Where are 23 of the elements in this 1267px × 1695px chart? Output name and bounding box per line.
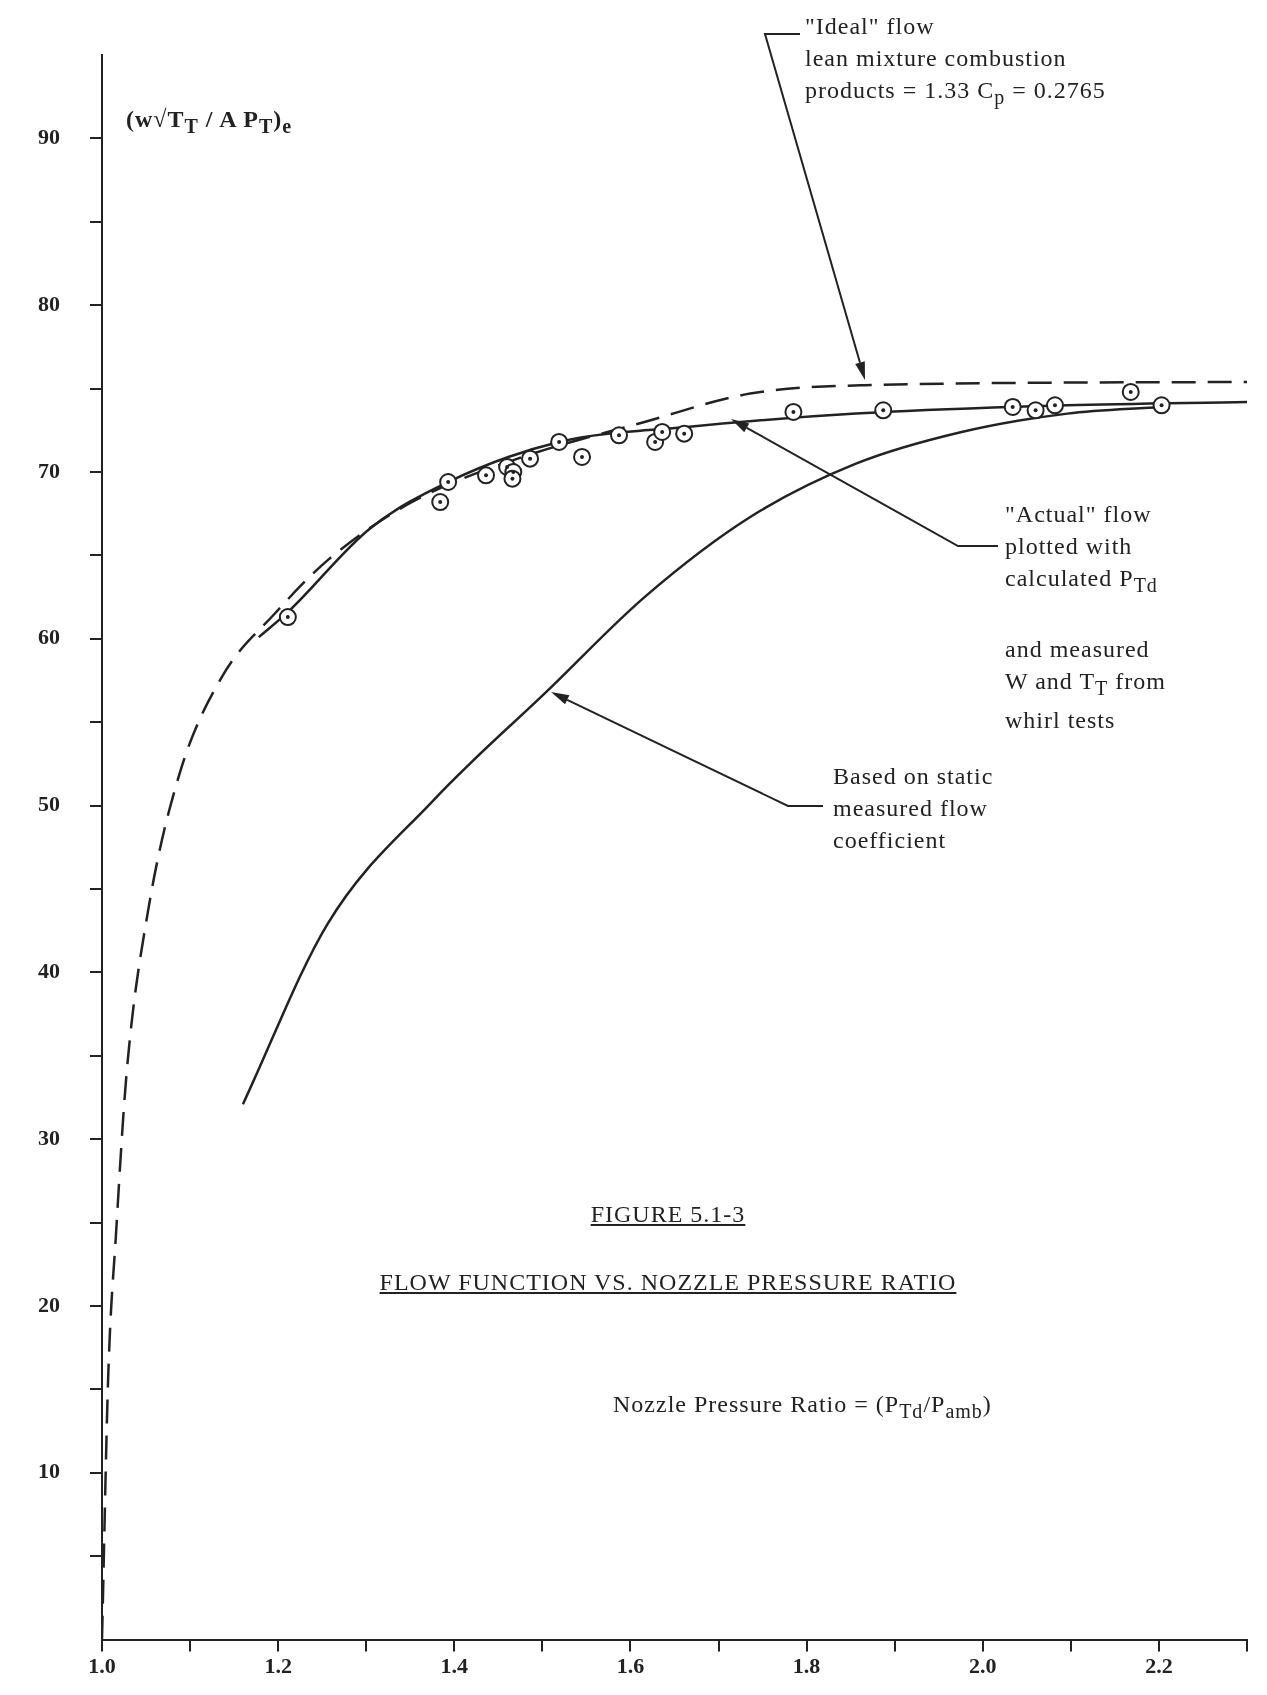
- y-tick-label: 70: [38, 457, 60, 483]
- y-tick-label: 30: [38, 1124, 60, 1150]
- y-tick-label: 10: [38, 1458, 60, 1484]
- y-tick-label: 50: [38, 791, 60, 817]
- y-tick-label: 60: [38, 624, 60, 650]
- text: FIGURE 5.1-3: [589, 1200, 747, 1229]
- y-tick-label: 20: [38, 1291, 60, 1317]
- annotation: "Ideal" flow lean mixture combustion products = 1.33 C$_{p}$ = 0.2765: [805, 12, 1106, 111]
- y-tick-label: 80: [38, 290, 60, 316]
- annotation: Based on static measured flow coefficient: [833, 762, 994, 855]
- text: FLOW FUNCTION VS. NOZZLE PRESSURE RATIO: [379, 1269, 957, 1295]
- x-tick-label: 1.0: [88, 1653, 116, 1679]
- x-tick-label: 1.2: [264, 1653, 292, 1679]
- y-tick-label: 90: [38, 124, 60, 150]
- x-tick-label: 1.8: [792, 1653, 821, 1679]
- x-tick-label: 1.4: [440, 1653, 469, 1679]
- text: "Actual" flow plotted with calculated P$_{Td}$ and measured W and T$_{T}$ from whirl tests: [1005, 501, 1166, 733]
- x-tick-label: 2.0: [969, 1653, 997, 1679]
- y-axis-title: (w√T$_{T}$ / A P$_{T}$)$_{e}$: [126, 105, 293, 139]
- x-tick-label: 2.2: [1145, 1653, 1173, 1679]
- x-tick-label: 1.6: [616, 1653, 645, 1679]
- x-axis-title: Nozzle Pressure Ratio = (P$_{Td}$/P$_{amb}$): [613, 1390, 992, 1424]
- y-tick-label: 40: [38, 958, 60, 984]
